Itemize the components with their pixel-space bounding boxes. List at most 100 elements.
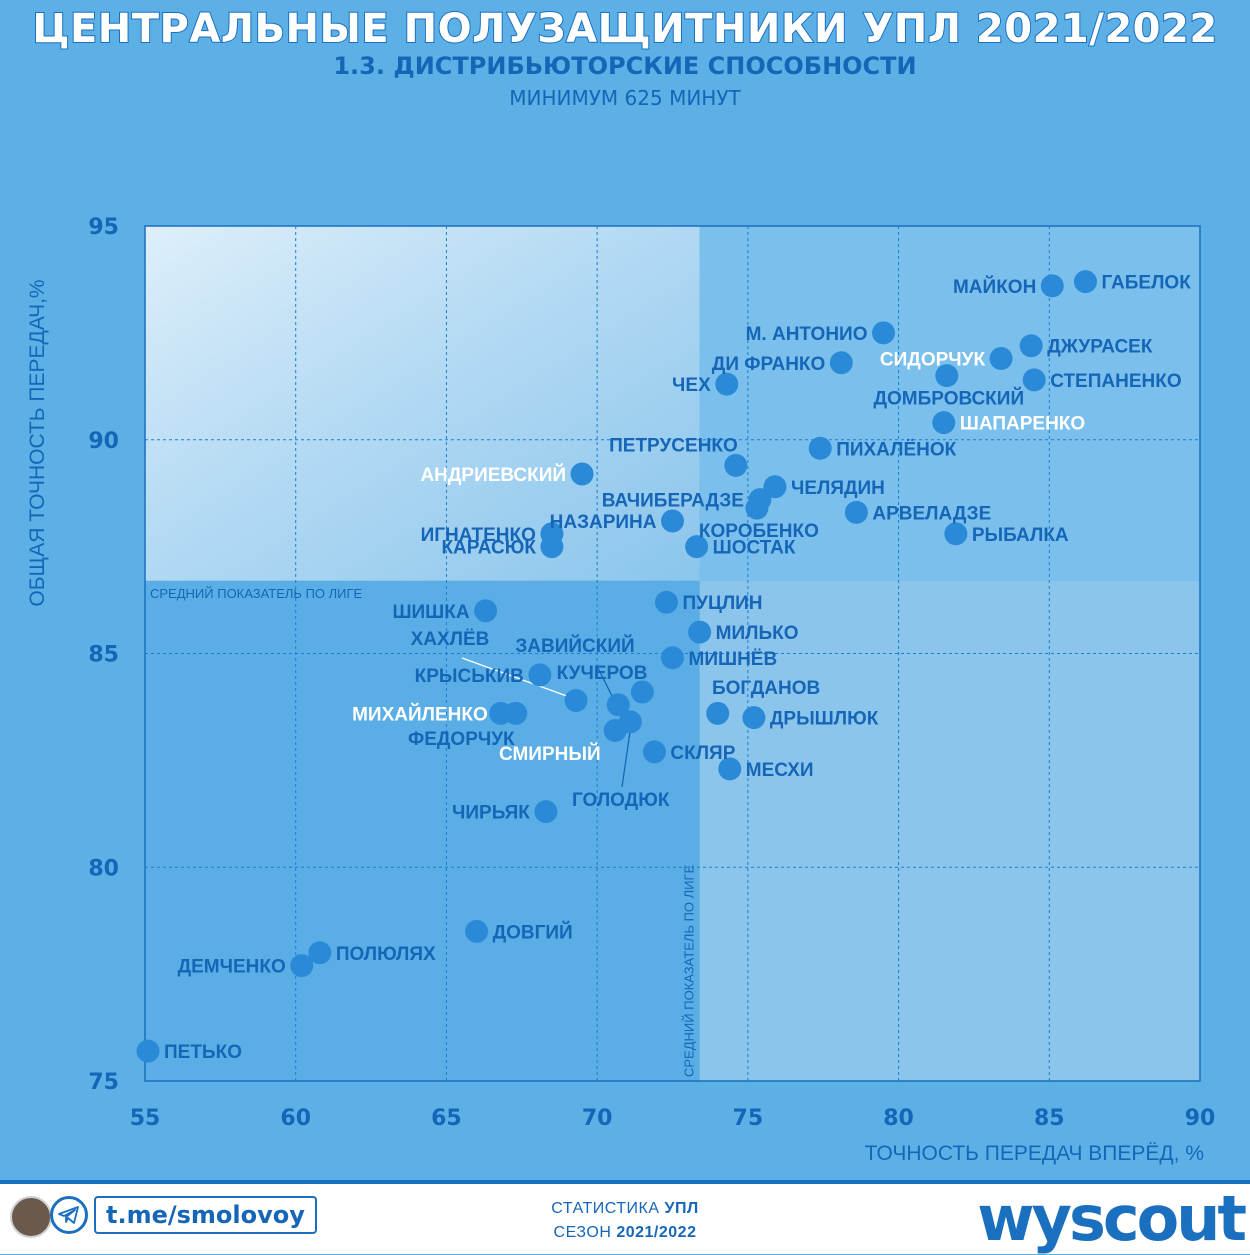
- data-point: [872, 321, 895, 345]
- data-point: [1019, 334, 1043, 358]
- data-point: [465, 919, 489, 943]
- data-point: [528, 663, 552, 687]
- data-label: ДОВГИЙ: [493, 921, 573, 943]
- data-point: [642, 740, 666, 764]
- y-tick-label: 85: [88, 643, 119, 668]
- x-tick-label: 55: [130, 1106, 161, 1131]
- footer-season: 2021/2022: [616, 1224, 697, 1241]
- data-label: ИГНАТЕНКО: [421, 525, 536, 546]
- data-label: ПИХАЛЁНОК: [836, 439, 956, 460]
- data-point: [685, 535, 709, 559]
- footer-stat-league: УПЛ: [664, 1200, 699, 1217]
- data-point: [989, 347, 1013, 371]
- data-label: М. АНТОНИО: [746, 324, 868, 345]
- data-label: ДЕМЧЕНКО: [178, 957, 286, 978]
- quadrant-bottom-left: [145, 580, 700, 1081]
- data-label: СИДОРЧУК: [880, 350, 986, 371]
- data-point: [540, 535, 564, 559]
- x-tick-label: 60: [280, 1106, 311, 1131]
- data-label: КРЫСЬКИВ: [415, 666, 524, 687]
- y-tick-label: 75: [88, 1070, 119, 1095]
- chart-note: МИНИМУМ 625 МИНУТ: [509, 86, 741, 110]
- data-point: [606, 693, 630, 717]
- data-label: ПОЛЮЛЯХ: [336, 944, 436, 965]
- data-point: [1040, 274, 1064, 298]
- data-label: ЗАВИЙСКИЙ: [515, 635, 634, 657]
- data-point: [570, 462, 594, 486]
- data-label: СКЛЯР: [670, 743, 735, 764]
- x-tick-label: 85: [1034, 1106, 1065, 1131]
- data-point: [654, 590, 678, 614]
- data-label: ГОЛОДЮК: [572, 790, 670, 811]
- data-label: МАЙКОН: [953, 276, 1036, 298]
- data-label: ДИ ФРАНКО: [712, 354, 826, 375]
- wyscout-logo: wyscout: [977, 1182, 1247, 1255]
- data-point: [1073, 270, 1097, 294]
- footer-season-prefix: СЕЗОН: [553, 1224, 612, 1241]
- y-tick-label: 90: [88, 429, 119, 454]
- x-tick-label: 65: [431, 1106, 462, 1131]
- footer-season-line: СЕЗОН 2021/2022: [470, 1224, 780, 1242]
- data-label: ШОСТАК: [713, 538, 796, 559]
- data-label: ВАЧИБЕРАДЗЕ: [602, 491, 744, 512]
- data-point: [308, 941, 332, 965]
- data-label: ПЕТРУСЕНКО: [609, 435, 738, 456]
- footer-stat-line: СТАТИСТИКА УПЛ: [470, 1200, 780, 1218]
- data-label: СМИРНЫЙ: [499, 743, 601, 765]
- data-point: [718, 757, 742, 781]
- data-label: КАРАСЮК: [441, 538, 536, 559]
- data-label: МЕСХИ: [746, 760, 814, 781]
- footer: t.me/smolovoy СТАТИСТИКА УПЛ СЕЗОН 2021/…: [0, 1180, 1250, 1254]
- y-tick-label: 95: [88, 215, 119, 240]
- data-point: [932, 411, 956, 435]
- data-label: РЫБАЛКА: [972, 525, 1069, 546]
- data-label: СТЕПАНЕНКО: [1050, 371, 1181, 392]
- data-point: [661, 646, 684, 670]
- chart-subtitle: 1.3. ДИСТРИБЬЮТОРСКИЕ СПОСОБНОСТИ: [333, 52, 917, 80]
- data-point: [688, 620, 712, 644]
- data-point: [763, 475, 787, 499]
- data-label: ШИШКА: [392, 602, 469, 623]
- data-point: [935, 364, 959, 388]
- data-point: [706, 701, 730, 725]
- data-point: [844, 500, 868, 524]
- telegram-handle-link[interactable]: t.me/smolovoy: [94, 1196, 317, 1234]
- data-label: КУЧЕРОВ: [557, 663, 648, 684]
- data-point: [715, 372, 739, 396]
- x-tick-label: 90: [1185, 1106, 1216, 1131]
- x-axis-label: ТОЧНОСТЬ ПЕРЕДАЧ ВПЕРЁД, %: [865, 1142, 1204, 1165]
- avg-line-label-horizontal: СРЕДНИЙ ПОКАЗАТЕЛЬ ПО ЛИГЕ: [150, 586, 363, 601]
- data-point: [603, 718, 627, 742]
- data-label: МИШНЁВ: [689, 649, 778, 670]
- data-point: [136, 1039, 160, 1063]
- data-label: ЧЕХ: [672, 375, 711, 396]
- data-point: [808, 436, 832, 460]
- data-point: [474, 599, 498, 623]
- data-label: ДОМБРОВСКИЙ: [873, 388, 1024, 410]
- x-tick-label: 70: [582, 1106, 613, 1131]
- data-label: МИЛЬКО: [716, 623, 799, 644]
- data-label: ПЕТЬКО: [164, 1042, 242, 1063]
- data-label: АНДРИЕВСКИЙ: [420, 464, 566, 486]
- data-label: ШАПАРЕНКО: [960, 414, 1085, 435]
- data-label: ПУЦЛИН: [682, 593, 762, 614]
- data-point: [489, 701, 513, 725]
- data-label: АРВЕЛАДЗЕ: [872, 503, 991, 524]
- data-label: ДРЫШЛЮК: [770, 709, 879, 730]
- data-point: [661, 509, 684, 533]
- author-avatar: [10, 1196, 52, 1238]
- data-point: [630, 680, 654, 704]
- data-label: НАЗАРИНА: [550, 512, 657, 533]
- data-label: КОРОБЕНКО: [699, 521, 819, 542]
- telegram-icon[interactable]: [50, 1196, 88, 1234]
- x-tick-label: 80: [883, 1106, 914, 1131]
- scatter-chart: 55 60 65 70 75 80 85 90 75 80 85 90 95 ТОЧНОСТЬ ПЕРЕД…: [26, 215, 1216, 1165]
- data-label: ХАХЛЁВ: [411, 629, 490, 650]
- y-tick-label: 80: [88, 856, 119, 881]
- data-point: [829, 351, 853, 375]
- data-point: [724, 453, 748, 477]
- quadrant-top-left: [145, 226, 700, 581]
- data-label: ГАБЕЛОК: [1101, 273, 1191, 294]
- quadrant-top-right: [699, 226, 1200, 581]
- data-point: [742, 706, 766, 730]
